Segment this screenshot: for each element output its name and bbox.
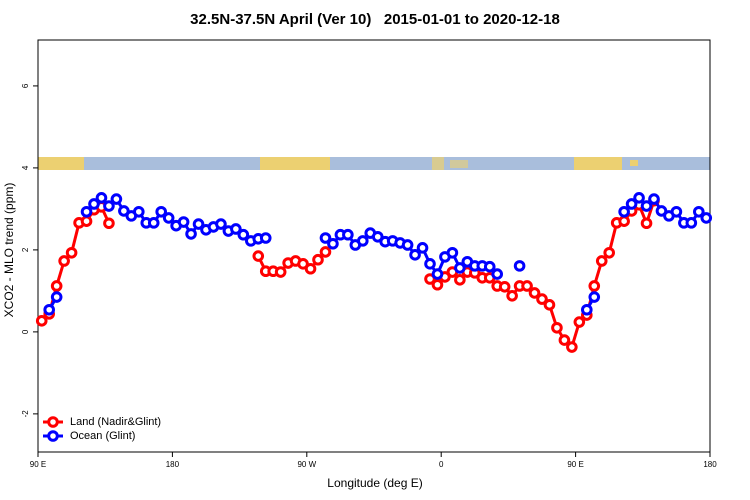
point xyxy=(409,249,421,261)
point xyxy=(640,200,653,212)
point xyxy=(357,235,369,247)
point xyxy=(558,334,571,346)
point xyxy=(655,205,668,217)
y-tick-label: -2 xyxy=(21,410,30,418)
point xyxy=(603,246,616,259)
point xyxy=(177,216,190,228)
x-tick-label: 90 E xyxy=(30,460,46,469)
point xyxy=(528,287,541,299)
chart-title: 32.5N-37.5N April (Ver 10) 2015-01-01 to… xyxy=(190,11,560,28)
point xyxy=(618,205,630,218)
point xyxy=(566,341,578,353)
legend-label: Ocean (Glint) xyxy=(70,430,135,442)
point xyxy=(95,192,108,204)
point xyxy=(133,205,145,218)
point xyxy=(625,198,638,210)
point xyxy=(58,255,70,267)
point xyxy=(50,291,63,303)
point xyxy=(446,246,459,259)
x-tick-label: 90 E xyxy=(567,460,583,469)
point xyxy=(401,239,414,251)
y-axis-title: XCO2 - MLO trend (ppm) xyxy=(2,183,16,318)
point xyxy=(185,228,197,240)
point xyxy=(618,215,630,227)
point xyxy=(424,273,436,285)
y-tick-label: 6 xyxy=(21,83,30,88)
point xyxy=(88,198,100,210)
point xyxy=(491,268,504,280)
point xyxy=(581,303,593,316)
point xyxy=(685,217,698,229)
point xyxy=(50,280,63,292)
y-tick-label: 2 xyxy=(21,247,30,252)
series-line xyxy=(40,200,656,350)
point xyxy=(588,291,601,303)
point xyxy=(431,278,444,291)
point xyxy=(274,266,287,278)
land-ocean-strip xyxy=(38,157,710,170)
point xyxy=(155,205,167,218)
x-tick-label: 180 xyxy=(166,460,180,469)
point xyxy=(80,215,93,227)
point xyxy=(670,205,683,218)
point xyxy=(312,253,324,266)
point xyxy=(498,280,511,293)
point xyxy=(424,258,436,270)
x-tick-label: 180 xyxy=(703,460,717,469)
point xyxy=(118,205,130,217)
point xyxy=(543,299,556,311)
x-tick-label: 90 W xyxy=(297,460,316,469)
point xyxy=(237,228,250,241)
point xyxy=(513,260,526,272)
point xyxy=(431,268,444,280)
point xyxy=(648,193,660,205)
x-tick-label: 0 xyxy=(439,460,444,469)
y-tick-label: 0 xyxy=(21,329,30,334)
point xyxy=(371,230,384,243)
legend-label: Land (Nadir&Glint) xyxy=(70,416,161,428)
point xyxy=(35,315,48,327)
point xyxy=(536,293,548,305)
point xyxy=(319,246,332,258)
point xyxy=(80,205,93,218)
point xyxy=(103,200,115,212)
plot-frame xyxy=(37,39,711,453)
point xyxy=(633,192,645,204)
point xyxy=(297,258,309,270)
point xyxy=(483,260,496,273)
point xyxy=(342,228,354,241)
point xyxy=(103,217,115,230)
legend-marker xyxy=(47,416,59,428)
point xyxy=(252,250,265,262)
point xyxy=(454,262,466,274)
point xyxy=(110,193,123,205)
point xyxy=(162,212,175,224)
point xyxy=(640,217,653,230)
x-axis-title: Longitude (deg E) xyxy=(327,476,422,490)
point xyxy=(319,232,332,244)
point xyxy=(693,205,705,218)
point xyxy=(259,232,272,244)
point xyxy=(192,218,205,230)
point xyxy=(551,321,563,334)
legend-marker xyxy=(47,430,59,442)
point xyxy=(521,280,533,292)
point xyxy=(215,218,227,230)
point xyxy=(454,274,466,286)
point xyxy=(573,316,586,328)
y-tick-label: 4 xyxy=(21,165,30,170)
point xyxy=(700,212,713,224)
point xyxy=(304,262,317,275)
point xyxy=(595,255,608,267)
point xyxy=(327,237,339,250)
point xyxy=(147,217,160,229)
point xyxy=(43,303,56,316)
point xyxy=(588,280,601,292)
point xyxy=(506,290,518,302)
point xyxy=(65,246,78,259)
point xyxy=(416,242,429,254)
point xyxy=(230,223,242,235)
